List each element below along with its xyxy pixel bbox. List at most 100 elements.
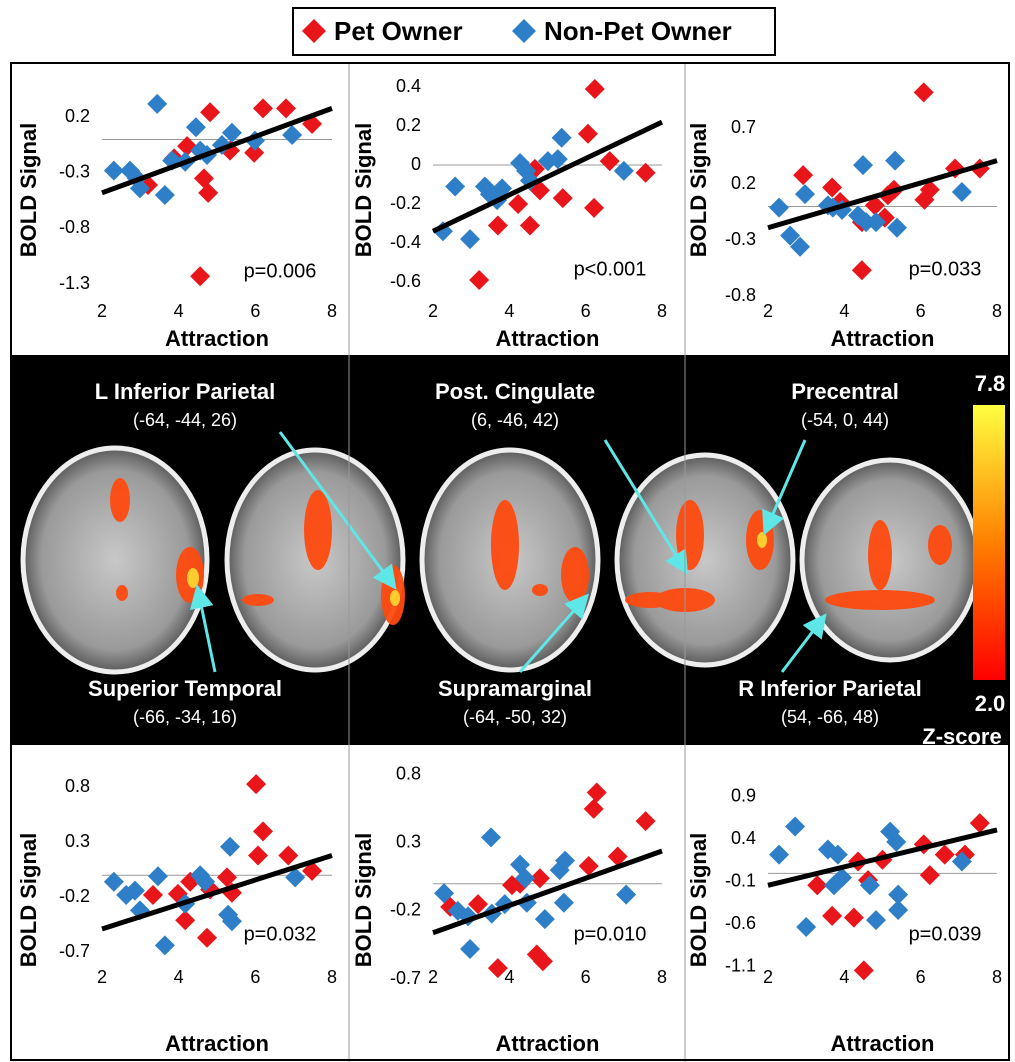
region-name: Post. Cingulate	[435, 379, 595, 404]
data-point	[253, 98, 273, 118]
data-point	[585, 79, 605, 99]
data-point	[488, 215, 508, 235]
y-tick-label: 0.8	[65, 776, 90, 796]
y-tick-label: 0.2	[65, 106, 90, 126]
region-coords: (-64, -50, 32)	[463, 707, 567, 727]
data-point	[636, 163, 656, 183]
y-tick-label: -0.6	[390, 271, 421, 291]
region-name: Supramarginal	[438, 676, 592, 701]
y-axis-title: BOLD Signal	[686, 123, 711, 257]
data-point	[578, 124, 598, 144]
x-tick-label: 8	[657, 967, 667, 987]
x-tick-label: 8	[992, 301, 1002, 321]
x-axis-title: Attraction	[831, 1031, 935, 1056]
data-point	[535, 909, 555, 929]
x-tick-label: 6	[916, 967, 926, 987]
y-tick-label: 0.9	[731, 786, 756, 806]
data-point	[853, 155, 873, 175]
data-point	[935, 845, 955, 865]
colorbar	[973, 405, 1005, 680]
data-point	[844, 908, 864, 928]
x-tick-label: 6	[581, 967, 591, 987]
brains	[23, 448, 978, 672]
data-point	[636, 811, 656, 831]
data-point	[520, 215, 540, 235]
data-point	[554, 893, 574, 913]
y-tick-label: -0.4	[390, 232, 421, 252]
data-point	[914, 82, 934, 102]
x-axis-title: Attraction	[831, 326, 935, 351]
y-tick-label: -1.3	[59, 273, 90, 293]
region-coords: (6, -46, 42)	[471, 410, 559, 430]
p-value: p=0.006	[244, 260, 317, 282]
y-tick-label: -0.7	[59, 941, 90, 961]
x-tick-label: 6	[250, 967, 260, 987]
region-name: Precentral	[791, 379, 899, 404]
data-point	[143, 885, 163, 905]
data-point	[194, 168, 214, 188]
data-point	[852, 260, 872, 280]
data-point	[854, 960, 874, 980]
x-tick-label: 6	[250, 301, 260, 321]
data-point	[952, 182, 972, 202]
y-tick-label: 0.4	[731, 828, 756, 848]
scatter-panel: -0.6-0.4-0.200.20.42468AttractionBOLD Si…	[351, 76, 667, 351]
data-point	[552, 128, 572, 148]
data-point	[785, 817, 805, 837]
y-tick-label: 0.3	[396, 832, 421, 852]
p-value: p=0.032	[244, 923, 317, 945]
x-tick-label: 2	[428, 967, 438, 987]
region-coords: (-54, 0, 44)	[801, 410, 889, 430]
legend-label: Non-Pet Owner	[544, 16, 732, 46]
y-tick-label: -1.1	[725, 956, 756, 976]
p-value: p=0.039	[909, 923, 982, 945]
x-tick-label: 8	[657, 301, 667, 321]
x-axis-title: Attraction	[165, 1031, 269, 1056]
figure: Pet Owner Non-Pet Owner -1.3 -0.8 -0.3 0.2 2 4 6…	[0, 0, 1015, 1062]
y-tick-label: -0.3	[59, 162, 90, 182]
x-tick-label: 2	[763, 967, 773, 987]
y-tick-label: -0.6	[725, 913, 756, 933]
data-point	[508, 194, 528, 214]
y-tick-label: -0.2	[390, 900, 421, 920]
data-point	[460, 229, 480, 249]
y-tick-label: 0	[411, 154, 421, 174]
data-point	[220, 837, 240, 857]
scatter-panel: -0.7-0.20.30.82468AttractionBOLD Signalp…	[351, 764, 667, 1056]
data-point	[866, 910, 886, 930]
region-name: L Inferior Parietal	[95, 379, 276, 404]
x-tick-label: 4	[504, 301, 514, 321]
x-tick-label: 8	[327, 301, 337, 321]
y-tick-label: 0.8	[396, 764, 421, 784]
y-tick-label: -0.8	[59, 217, 90, 237]
p-value: p=0.033	[909, 258, 982, 280]
y-tick-label: -0.2	[59, 886, 90, 906]
x-axis-title: Attraction	[496, 1031, 600, 1056]
data-point	[246, 774, 266, 794]
y-tick-label: 0.2	[731, 173, 756, 193]
x-axis-title: Attraction	[496, 326, 600, 351]
x-tick-label: 4	[174, 967, 184, 987]
data-point	[197, 928, 217, 948]
data-point	[445, 176, 465, 196]
data-point	[148, 866, 168, 886]
data-point	[155, 935, 175, 955]
y-axis-title: BOLD Signal	[686, 833, 711, 967]
x-tick-label: 6	[581, 301, 591, 321]
colorbar-label: 2.0	[975, 691, 1006, 716]
y-tick-label: 0.3	[65, 831, 90, 851]
colorbar-label: 7.8	[975, 371, 1006, 396]
colorbar-title: Z-score	[922, 724, 1001, 749]
data-point	[198, 183, 218, 203]
data-point	[587, 783, 607, 803]
data-point	[769, 845, 789, 865]
data-point	[186, 117, 206, 137]
data-point	[155, 185, 175, 205]
y-axis-title: BOLD Signal	[351, 123, 376, 257]
data-point	[920, 865, 940, 885]
legend-label: Pet Owner	[334, 16, 463, 46]
y-tick-label: 0.7	[731, 117, 756, 137]
